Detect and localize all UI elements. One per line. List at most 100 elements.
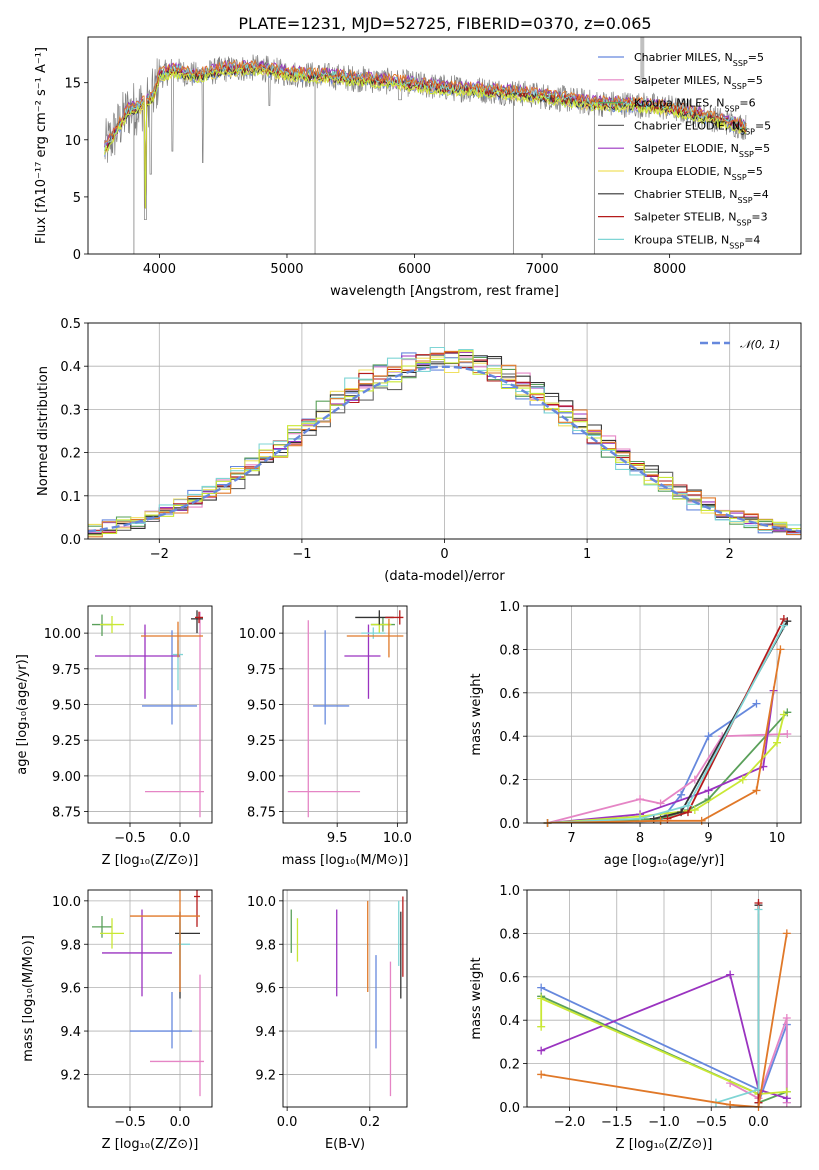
weight-marker (779, 621, 788, 630)
y-tick-label: 0.8 (499, 643, 520, 658)
y-tick-label: 0.4 (499, 1014, 520, 1029)
y-tick-label: 0.2 (60, 447, 81, 462)
legend-subscript: SSP (724, 104, 739, 113)
weight-marker (683, 801, 692, 810)
residual-histogram-plot: −2 −1 0 1 2 0.0 0.1 0.2 0.3 0.4 0.5 (data-model)/er… (36, 317, 802, 584)
mass-weight-vs-metallicity-plot: −2.0 −1.5 −1.0 −0.5 0.0 0.0 0.2 0.4 0.6 0.8 1.0 Z [… (469, 884, 802, 1152)
weight-marker (537, 983, 546, 992)
legend-subscript: SSP (729, 241, 744, 250)
weight-line-0 (547, 702, 758, 823)
legend-entry: Kroupa STELIB, NSSP=4 (634, 233, 760, 250)
x-tick-label: −1 (292, 547, 311, 562)
y-tick-label: 9.25 (247, 734, 276, 749)
y-axis-label: Flux [fλ10⁻¹⁷ erg cm⁻² s⁻¹ A⁻¹] (34, 47, 49, 244)
legend-entry: 𝒩(0, 1) (740, 338, 780, 351)
y-tick-label: 0.2 (499, 1058, 520, 1073)
mass-weight-vs-age-plot: 7 8 9 10 0.0 0.2 0.4 0.6 0.8 1.0 age [log₁₀(age/yr… (469, 600, 802, 868)
weight-marker (783, 730, 792, 739)
weight-marker (704, 786, 713, 795)
y-tick-label: 9.6 (255, 982, 276, 997)
y-tick-label: 1.0 (499, 884, 520, 899)
legend-tail: =6 (739, 97, 755, 110)
y-axis-label: mass [log₁₀(M/M⊙)] (21, 935, 36, 1062)
y-tick-label: 0.8 (499, 927, 520, 942)
x-axis-label: Z [log₁₀(Z/Z⊙)] (616, 1137, 713, 1152)
y-tick-label: 0.5 (60, 317, 81, 332)
weight-marker (704, 732, 713, 741)
weight-line-8 (541, 933, 788, 1107)
legend-subscript: SSP (739, 150, 754, 159)
x-tick-label: −0.5 (695, 1115, 727, 1130)
y-tick-label: 9.2 (255, 1068, 276, 1083)
weight-line-4 (540, 997, 787, 1095)
y-tick-label: 9.4 (60, 1025, 81, 1040)
x-tick-label: 8 (636, 831, 644, 846)
weight-marker (636, 795, 645, 804)
legend-entry: Chabrier STELIB, NSSP=4 (634, 188, 769, 205)
model-spectrum-line-10 (104, 66, 747, 209)
y-tick-label: 1.0 (499, 600, 520, 615)
legend-entry: Salpeter STELIB, NSSP=3 (634, 211, 768, 228)
x-tick-label: 1 (583, 547, 591, 562)
weight-marker (537, 1046, 546, 1055)
weight-marker (677, 790, 686, 799)
y-tick-label: 5 (73, 191, 81, 206)
y-tick-label: 9.25 (52, 734, 81, 749)
y-tick-label: 9.8 (60, 938, 81, 953)
x-tick-label: −2 (150, 547, 169, 562)
legend-tail: =5 (755, 119, 771, 132)
weight-marker (697, 816, 706, 825)
y-tick-label: 10.00 (44, 627, 81, 642)
x-tick-label: 10.0 (383, 831, 412, 846)
legend-subscript: SSP (738, 195, 753, 204)
y-tick-label: 0.6 (499, 687, 520, 702)
x-tick-label: 0.2 (359, 1115, 380, 1130)
y-tick-label: 0.6 (499, 971, 520, 986)
model-spectrum-line-9 (104, 59, 747, 209)
spectrum-plot: 4000 5000 6000 7000 8000 0 5 10 15 wavelength [An… (34, 36, 802, 299)
legend-tail: =3 (751, 211, 767, 224)
x-tick-label: 7000 (526, 262, 559, 277)
y-tick-label: 8.75 (247, 806, 276, 821)
age-vs-metallicity-plot: −0.5 0.0 8.75 9.00 9.25 9.50 9.75 10.00 Z [log₁₀… (15, 605, 213, 868)
y-tick-label: 0.4 (60, 360, 81, 375)
weight-marker (782, 1014, 791, 1023)
x-axis-label: E(B-V) (325, 1137, 365, 1152)
x-tick-label: 0.0 (748, 1115, 769, 1130)
weight-marker (754, 905, 763, 914)
y-axis-label: Normed distribution (36, 366, 51, 496)
y-tick-label: 0.4 (499, 730, 520, 745)
weight-line-7 (547, 625, 785, 823)
legend-tail: =5 (748, 51, 764, 64)
y-tick-label: 0 (73, 248, 81, 263)
y-axis-label: age [log₁₀(age/yr)] (15, 654, 30, 775)
weight-marker (726, 1100, 735, 1109)
legend-entry: Kroupa ELODIE, NSSP=5 (634, 165, 763, 182)
x-tick-label: 4000 (143, 262, 176, 277)
axes-frame (526, 889, 802, 1108)
weight-line-2 (547, 711, 788, 823)
axes-frame (282, 605, 408, 824)
figure-title: PLATE=1231, MJD=52725, FIBERID=0370, z=0… (238, 14, 651, 33)
weight-marker (537, 1070, 546, 1079)
weight-marker (537, 1022, 546, 1031)
y-tick-label: 0.0 (499, 817, 520, 832)
legend-entry: Salpeter ELODIE, NSSP=5 (634, 142, 770, 159)
legend-tail: =4 (753, 188, 769, 201)
weight-marker (656, 816, 665, 825)
y-tick-label: 15 (64, 77, 81, 92)
y-tick-label: 8.75 (52, 806, 81, 821)
weight-line-1 (729, 1017, 788, 1103)
axes-frame (526, 605, 802, 824)
y-tick-label: 0.2 (499, 774, 520, 789)
weight-marker (738, 775, 747, 784)
legend-entry: Salpeter MILES, NSSP=5 (634, 74, 763, 91)
x-axis-label: mass [log₁₀(M/M⊙)] (282, 853, 409, 868)
legend-subscript: SSP (732, 173, 747, 182)
x-axis-label: wavelength [Angstrom, rest frame] (330, 284, 559, 299)
axes-frame (282, 889, 408, 1108)
weight-marker (752, 699, 761, 708)
y-tick-label: 0.3 (60, 403, 81, 418)
weight-marker (782, 1087, 791, 1096)
x-tick-label: 0.0 (277, 1115, 298, 1130)
